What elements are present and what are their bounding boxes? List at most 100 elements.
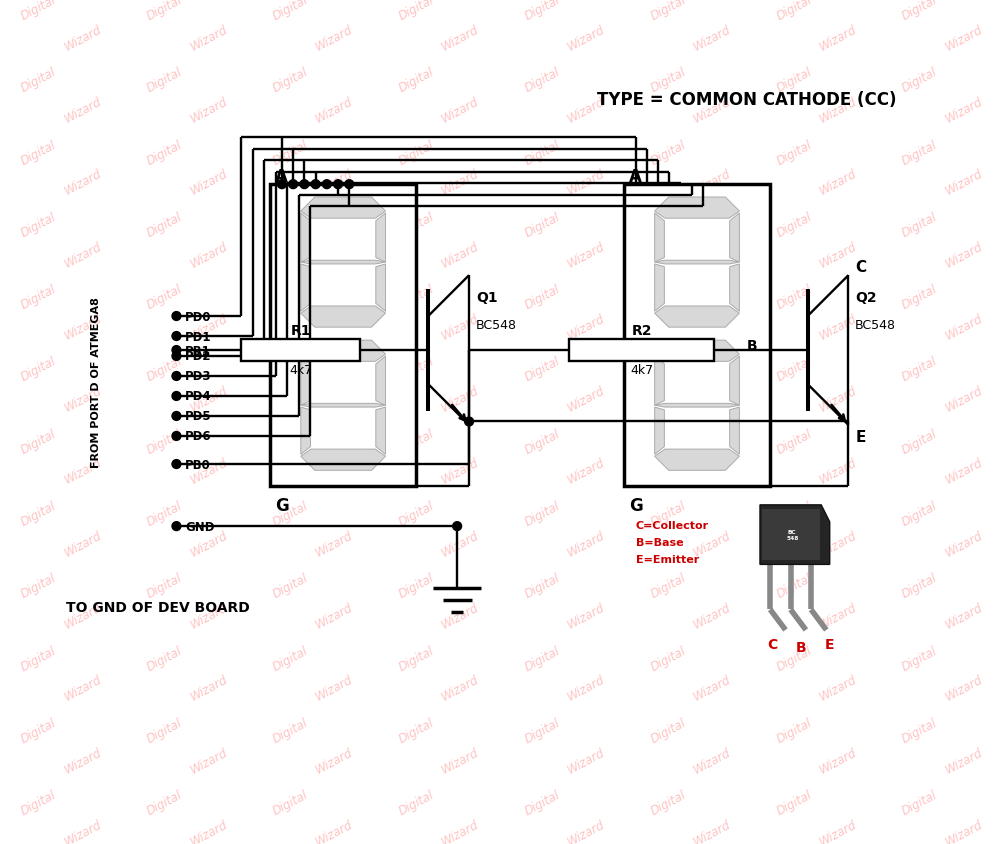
Text: Digital: Digital [900,210,940,240]
Text: Digital: Digital [900,283,940,311]
Polygon shape [301,306,386,327]
Text: Wizard: Wizard [691,528,733,559]
Text: Digital: Digital [19,138,59,167]
Polygon shape [655,450,739,471]
Text: Wizard: Wizard [440,95,482,126]
Polygon shape [301,450,386,471]
Circle shape [465,418,473,426]
Text: Digital: Digital [396,0,436,23]
Circle shape [172,372,181,381]
Text: Digital: Digital [522,66,562,95]
Text: PB1: PB1 [185,344,211,357]
Text: Wizard: Wizard [440,23,482,53]
Text: PD0: PD0 [185,310,211,323]
Text: Digital: Digital [396,571,436,601]
Text: Digital: Digital [648,0,688,23]
Text: Digital: Digital [774,354,814,384]
Text: BC
548: BC 548 [786,529,798,540]
Text: Wizard: Wizard [691,456,733,486]
Polygon shape [655,357,664,406]
Text: BC548: BC548 [476,319,517,332]
Polygon shape [760,506,830,565]
Text: Wizard: Wizard [817,23,859,53]
Bar [624,185,770,487]
Text: Wizard: Wizard [943,673,985,703]
Text: Wizard: Wizard [943,240,985,270]
Text: Wizard: Wizard [691,673,733,703]
Bar [762,510,820,560]
Polygon shape [301,214,311,262]
Text: Wizard: Wizard [691,167,733,197]
Text: Digital: Digital [396,499,436,528]
Text: Digital: Digital [648,716,688,745]
Text: Digital: Digital [774,499,814,528]
Text: Wizard: Wizard [565,384,607,414]
Polygon shape [655,306,739,327]
Text: Digital: Digital [396,643,436,673]
Text: C=Collector: C=Collector [636,521,709,531]
Text: Wizard: Wizard [440,456,482,486]
Text: Digital: Digital [648,138,688,167]
Text: Digital: Digital [396,716,436,745]
Text: Wizard: Wizard [817,817,859,844]
Text: Digital: Digital [774,788,814,817]
Text: 4k7: 4k7 [289,364,312,376]
Text: Digital: Digital [648,427,688,457]
Text: Wizard: Wizard [440,167,482,197]
Text: C: C [855,260,866,275]
Text: Wizard: Wizard [188,528,230,559]
Text: B=Base: B=Base [636,538,683,548]
Text: Digital: Digital [145,283,184,311]
Text: Wizard: Wizard [943,456,985,486]
Polygon shape [655,404,739,408]
Polygon shape [301,404,386,408]
Text: Digital: Digital [900,66,940,95]
Text: Digital: Digital [19,66,59,95]
Text: Digital: Digital [19,643,59,673]
Text: C: C [767,637,777,651]
Text: Digital: Digital [271,210,310,240]
Text: Wizard: Wizard [691,745,733,776]
Text: Q1: Q1 [476,291,497,305]
Circle shape [172,346,181,355]
Polygon shape [376,408,386,455]
Text: PD1: PD1 [185,330,211,344]
Text: Wizard: Wizard [188,23,230,53]
Text: A: A [629,167,642,186]
Text: Digital: Digital [648,788,688,817]
Text: Digital: Digital [900,716,940,745]
Circle shape [172,460,181,469]
Polygon shape [730,408,739,455]
Text: Wizard: Wizard [188,95,230,126]
Circle shape [453,522,462,531]
Text: E: E [855,430,866,445]
Text: Digital: Digital [145,66,184,95]
Text: Wizard: Wizard [565,673,607,703]
Text: Wizard: Wizard [565,95,607,126]
Text: Digital: Digital [271,427,310,457]
Text: Wizard: Wizard [943,528,985,559]
Polygon shape [301,341,386,362]
Text: Digital: Digital [522,210,562,240]
Circle shape [289,181,298,189]
Text: Wizard: Wizard [188,456,230,486]
Text: Wizard: Wizard [440,817,482,844]
Polygon shape [376,265,386,312]
Text: TYPE = COMMON CATHODE (CC): TYPE = COMMON CATHODE (CC) [597,90,896,109]
Text: Wizard: Wizard [943,817,985,844]
Circle shape [172,312,181,321]
Text: Digital: Digital [145,571,184,601]
Text: Wizard: Wizard [817,528,859,559]
Text: Wizard: Wizard [943,23,985,53]
Text: Digital: Digital [522,499,562,528]
Circle shape [345,181,354,189]
Bar [270,185,416,487]
Text: Digital: Digital [271,66,310,95]
Text: Wizard: Wizard [62,673,104,703]
Text: Wizard: Wizard [314,23,356,53]
Polygon shape [655,261,739,265]
Polygon shape [730,357,739,406]
Text: Wizard: Wizard [62,23,104,53]
Text: PD2: PD2 [185,350,211,363]
Text: TO GND OF DEV BOARD: TO GND OF DEV BOARD [66,600,250,614]
